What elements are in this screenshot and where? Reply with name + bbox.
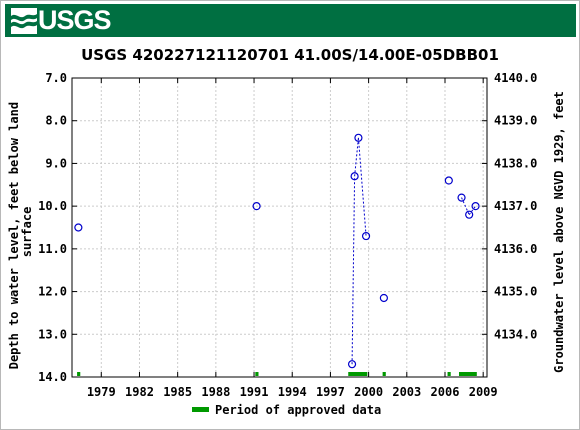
x-tick-label: 2006 — [431, 385, 460, 399]
x-tick-label: 1985 — [163, 385, 192, 399]
y-left-tick-label: 14.0 — [38, 370, 67, 384]
x-tick-label: 1997 — [316, 385, 345, 399]
y-left-tick-label: 9.0 — [45, 156, 67, 170]
data-point — [354, 133, 363, 142]
data-point — [444, 176, 453, 185]
series-layer — [74, 133, 480, 369]
usgs-banner: USGS — [5, 4, 576, 37]
x-tick-label: 1994 — [278, 385, 307, 399]
legend: Period of approved data — [192, 403, 381, 417]
data-point — [465, 210, 474, 219]
x-tick-label: 2003 — [392, 385, 421, 399]
y-right-tick-label: 4135.0 — [494, 285, 537, 299]
x-tick-label: 1988 — [201, 385, 230, 399]
y-axis-label-left-line1: Depth to water level, feet below land — [7, 102, 21, 369]
chart-title: USGS 420227121120701 41.00S/14.00E-05DBB… — [81, 46, 499, 64]
approved-period-bar — [77, 372, 81, 376]
data-point — [74, 223, 83, 232]
y-left-tick-label: 11.0 — [38, 242, 67, 256]
approved-periods — [77, 372, 477, 376]
data-point — [347, 360, 357, 369]
approved-period-bar — [447, 372, 451, 376]
y-left-tick-label: 13.0 — [38, 327, 67, 341]
y-right-tick-label: 4137.0 — [494, 199, 537, 213]
y-axis-label-left: Depth to water level, feet below land su… — [7, 95, 34, 370]
y-right-tick-label: 4140.0 — [494, 71, 537, 85]
series-connector — [354, 137, 359, 177]
x-tick-label: 1982 — [125, 385, 154, 399]
y-right-tick-label: 4139.0 — [494, 114, 537, 128]
grid-layer — [72, 77, 487, 378]
y-left-tick-label: 8.0 — [45, 114, 67, 128]
series-connector — [468, 205, 476, 215]
x-tick-label: 1979 — [87, 385, 116, 399]
x-tick-label: 2009 — [469, 385, 498, 399]
x-tick-label: 1991 — [240, 385, 269, 399]
y-left-tick-label: 10.0 — [38, 199, 67, 213]
y-left-tick-label: 12.0 — [38, 285, 67, 299]
approved-period-bar — [255, 372, 259, 376]
legend-swatch — [192, 407, 209, 412]
y-right-tick-label: 4134.0 — [494, 327, 537, 341]
y-axis-label-right: Groundwater level above NGVD 1929, feet — [552, 91, 566, 373]
y-left-tick-label: 7.0 — [45, 71, 67, 85]
x-tick-label: 2000 — [354, 385, 383, 399]
data-point — [471, 202, 480, 211]
legend-label: Period of approved data — [215, 403, 381, 417]
data-point — [379, 293, 388, 303]
tick-layer: 1979 1982 1985 1988 1991 1994 1997 2000 2003 2006… — [38, 71, 537, 399]
data-point — [361, 231, 371, 241]
data-point — [252, 202, 261, 211]
usgs-logo[interactable]: USGS — [11, 5, 112, 35]
series-connector — [357, 137, 367, 237]
approved-period-bar — [348, 372, 368, 376]
y-right-tick-label: 4138.0 — [494, 156, 537, 170]
series-connector — [461, 197, 470, 215]
usgs-wave-icon — [11, 7, 37, 34]
y-axis-label-left-line2: surface — [20, 207, 34, 258]
approved-period-bar — [458, 372, 477, 376]
data-point — [457, 193, 466, 202]
data-point — [350, 172, 359, 181]
y-right-tick-label: 4136.0 — [494, 242, 537, 256]
plot-area — [71, 77, 488, 378]
series-connector — [351, 176, 356, 365]
approved-period-bar — [382, 372, 386, 376]
usgs-logo-text: USGS — [38, 5, 112, 35]
